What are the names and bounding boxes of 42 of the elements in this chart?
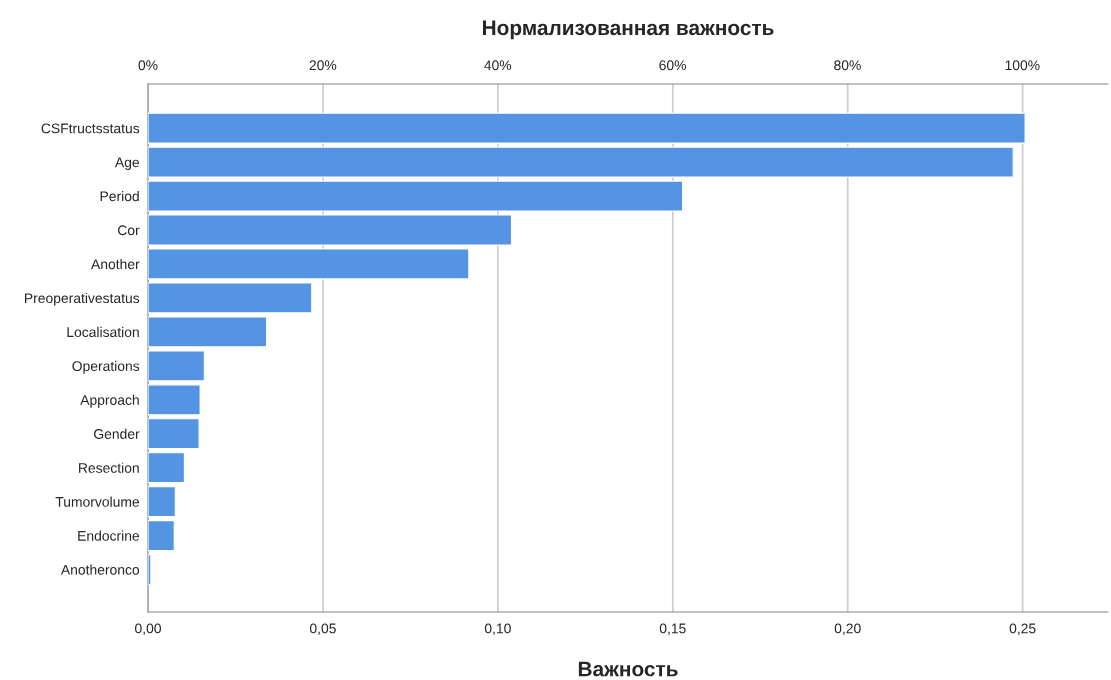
y-tick-label: Another [91, 258, 140, 270]
x-tick-label: 0,10 [484, 623, 511, 635]
y-tick-label: CSFtructsstatus [41, 123, 140, 134]
x-tick-label: 0,00 [135, 623, 161, 635]
bar [148, 214, 513, 246]
y-tick-label: Period [100, 191, 139, 202]
x2-tick-label: 40% [484, 60, 512, 71]
bar [148, 180, 684, 212]
x-tick-label: 0,20 [834, 623, 861, 635]
y-tick-label: Cor [117, 225, 140, 236]
y-tick-label: Preoperativestatus [25, 292, 140, 306]
y-tick-label: Resection [79, 462, 139, 473]
bar [148, 452, 185, 484]
bar [148, 418, 200, 450]
x2-tick-label: 100% [1005, 60, 1040, 71]
x2-axis-title: Нормализованная важность [482, 20, 774, 40]
x2-tick-label: 80% [834, 60, 861, 71]
y-tick-label: Operations [72, 360, 140, 374]
y-tick-label: Age [114, 157, 140, 171]
bar [148, 554, 152, 586]
bar [148, 350, 205, 382]
y-tick-label: Endocrine [78, 530, 140, 541]
bar [148, 248, 470, 280]
x-axis-title: Важность [578, 661, 678, 677]
bar [148, 316, 268, 348]
bar [148, 384, 201, 416]
y-tick-label: Gender [94, 428, 140, 439]
x2-tick-label: 20% [309, 60, 337, 71]
bar [148, 486, 176, 518]
bar [148, 282, 313, 314]
bar [148, 146, 1014, 178]
y-tick-label: Approach [80, 394, 139, 408]
x-tick-label: 0,05 [309, 623, 336, 635]
y-tick-label: Localisation [67, 326, 139, 338]
x2-tick-label: 0% [138, 60, 158, 71]
bar [148, 112, 1026, 144]
y-tick-label: Tumorvolume [55, 496, 140, 507]
x2-tick-label: 60% [659, 60, 686, 71]
bar [148, 520, 175, 552]
x-tick-label: 0,15 [659, 623, 686, 635]
x-tick-label: 0,25 [1009, 623, 1036, 635]
y-tick-label: Anotheronco [60, 564, 140, 575]
